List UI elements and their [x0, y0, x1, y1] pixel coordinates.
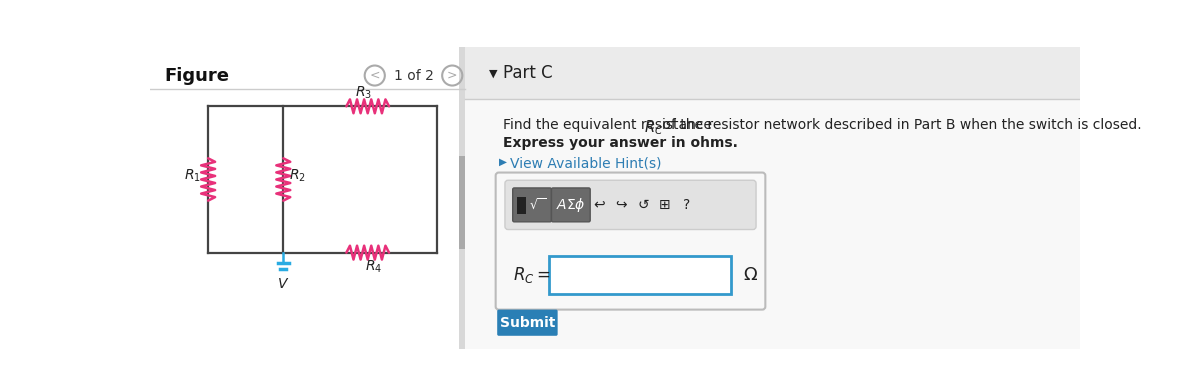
Bar: [550, 256, 731, 294]
Text: Part C: Part C: [503, 64, 552, 82]
Text: ↪: ↪: [616, 198, 628, 212]
Text: $R_1$: $R_1$: [184, 167, 202, 184]
Text: View Available Hint(s): View Available Hint(s): [510, 156, 662, 171]
Text: ⊞: ⊞: [659, 198, 671, 212]
FancyBboxPatch shape: [497, 310, 558, 336]
Text: $R_4$: $R_4$: [365, 258, 383, 275]
FancyBboxPatch shape: [496, 172, 766, 310]
FancyBboxPatch shape: [552, 188, 590, 222]
Bar: [466, 100, 1080, 349]
FancyBboxPatch shape: [505, 180, 756, 230]
Text: of the resistor network described in Part B when the switch is closed.: of the resistor network described in Par…: [659, 118, 1142, 132]
Text: 1 of 2: 1 of 2: [394, 69, 433, 83]
Bar: [466, 47, 1080, 100]
Text: Ω: Ω: [743, 266, 757, 284]
Text: $R_C$: $R_C$: [644, 118, 664, 136]
Text: >: >: [446, 69, 457, 82]
Text: $R_C =$: $R_C =$: [512, 265, 551, 285]
Text: <: <: [370, 69, 380, 82]
Text: Submit: Submit: [499, 316, 556, 330]
Text: $R_2$: $R_2$: [289, 167, 306, 184]
Text: Find the equivalent resistance: Find the equivalent resistance: [503, 118, 716, 132]
Text: ▼: ▼: [490, 68, 498, 78]
Text: $\sqrt{\ }$: $\sqrt{\ }$: [529, 197, 546, 212]
Bar: [150, 47, 466, 349]
Text: Figure: Figure: [164, 67, 229, 85]
Bar: [516, 197, 526, 214]
Text: ▶: ▶: [499, 156, 506, 166]
Text: ↺: ↺: [637, 198, 649, 212]
Text: Express your answer in ohms.: Express your answer in ohms.: [503, 136, 738, 151]
Text: ?: ?: [683, 198, 690, 212]
Text: $R_3$: $R_3$: [355, 85, 372, 102]
Text: ↩: ↩: [594, 198, 605, 212]
Bar: [460, 156, 466, 249]
FancyBboxPatch shape: [512, 188, 552, 222]
Bar: [460, 47, 466, 349]
Text: $V$: $V$: [277, 276, 289, 290]
Text: $A\Sigma\phi$: $A\Sigma\phi$: [556, 196, 586, 214]
